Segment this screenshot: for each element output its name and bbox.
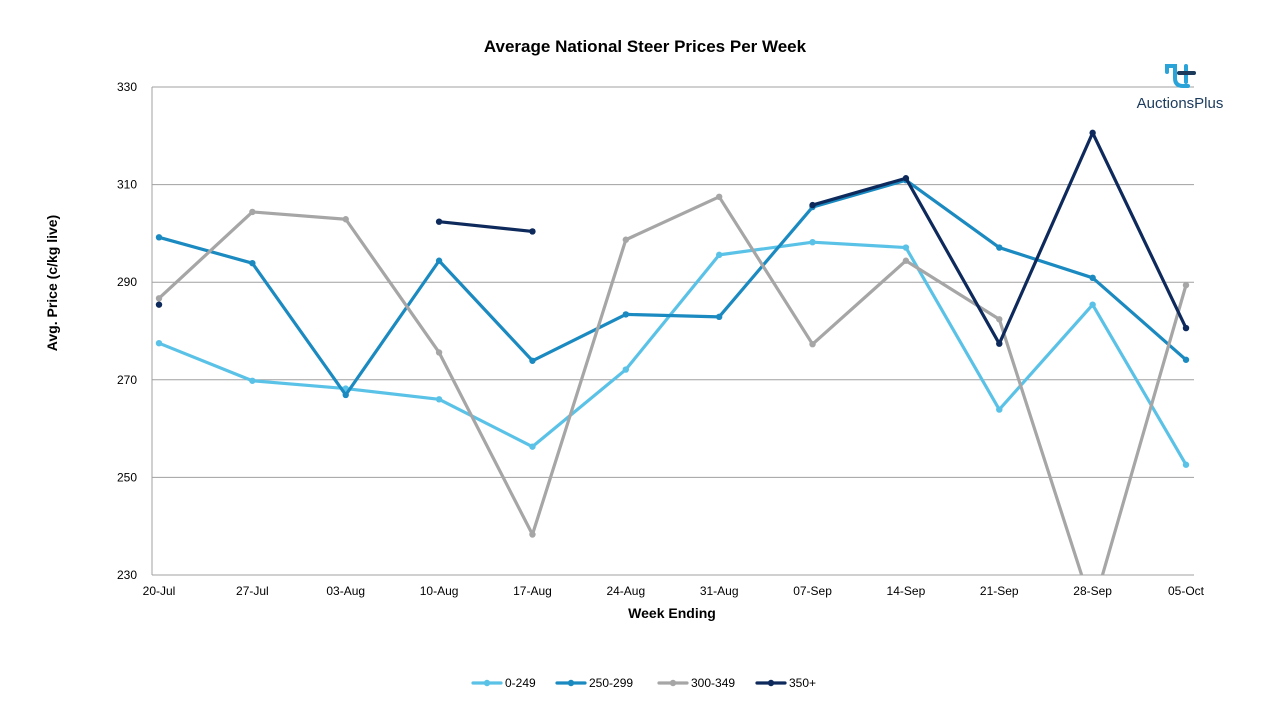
legend-marker [669, 679, 677, 687]
y-tick-label: 230 [117, 568, 137, 582]
data-point [155, 234, 163, 241]
x-tick-label: 07-Sep [793, 584, 832, 598]
legend-item: 300-349 [657, 676, 735, 690]
auctionsplus-logo-icon [1165, 64, 1196, 88]
data-point [529, 443, 536, 450]
x-tick-label: 05-Oct [1168, 584, 1205, 598]
brand-name: AuctionsPlus [1137, 95, 1224, 112]
data-point [1089, 129, 1096, 137]
series-350+ [155, 129, 1190, 347]
chart-title: Average National Steer Prices Per Week [484, 37, 807, 56]
series-300-349 [155, 193, 1190, 612]
x-tick-label: 24-Aug [606, 584, 645, 598]
data-point [1182, 281, 1190, 289]
legend-label: 0-249 [505, 676, 536, 690]
series-line [157, 195, 1188, 575]
legend-label: 250-299 [589, 676, 633, 690]
x-tick-label: 10-Aug [420, 584, 459, 598]
x-tick-label: 17-Aug [513, 584, 552, 598]
y-tick-label: 290 [117, 275, 137, 289]
legend: 0-249 250-299 300-349 350+ [471, 676, 816, 690]
gridlines [151, 86, 1194, 576]
data-point [902, 257, 910, 264]
data-point [529, 228, 536, 235]
data-point [809, 340, 816, 348]
data-point [1089, 274, 1096, 282]
y-tick-label: 330 [117, 80, 137, 94]
data-point [902, 244, 910, 251]
x-tick-label: 27-Jul [236, 584, 269, 598]
data-point [622, 311, 630, 318]
series-0-249 [155, 238, 1190, 468]
data-point [1089, 606, 1095, 612]
series-250-299 [155, 177, 1190, 399]
x-tick-label: 21-Sep [980, 584, 1019, 598]
y-tick-label: 310 [117, 178, 137, 192]
data-point [996, 244, 1003, 251]
legend-marker [767, 679, 775, 687]
series-line [157, 240, 1188, 467]
data-point [249, 259, 256, 267]
x-tick-label: 20-Jul [143, 584, 176, 598]
x-tick-label: 14-Sep [887, 584, 926, 598]
x-tick-label: 28-Sep [1073, 584, 1112, 598]
data-point [529, 531, 536, 538]
brand-logo: AuctionsPlus [1137, 64, 1224, 112]
legend-label: 350+ [789, 676, 816, 690]
data-point [435, 396, 443, 403]
data-point [1182, 356, 1190, 363]
data-point [1182, 461, 1190, 468]
data-point [809, 201, 816, 209]
series-line [157, 178, 1188, 397]
data-point [622, 236, 630, 243]
legend-label: 300-349 [691, 676, 735, 690]
data-point [249, 208, 256, 216]
data-point [622, 366, 630, 373]
data-point [715, 193, 723, 200]
data-point [155, 295, 163, 302]
series-line [437, 220, 535, 234]
data-point [996, 316, 1003, 323]
x-tick-label: 03-Aug [326, 584, 365, 598]
data-point [435, 349, 443, 356]
data-point [1182, 324, 1190, 332]
data-point [996, 340, 1003, 347]
y-tick-label: 250 [117, 470, 137, 484]
x-tick-label: 31-Aug [700, 584, 739, 598]
data-point [902, 175, 910, 182]
y-axis-ticks: 230 250 270 290 310 330 [117, 80, 137, 582]
x-axis-ticks: 20-Jul 27-Jul 03-Aug 10-Aug 17-Aug 24-Aug 31-A… [143, 584, 1205, 598]
y-tick-label: 270 [117, 373, 137, 387]
legend-item: 250-299 [555, 676, 633, 690]
legend-marker [567, 679, 575, 687]
x-axis-title: Week Ending [628, 605, 716, 621]
data-point [342, 216, 349, 223]
data-point [715, 313, 723, 321]
data-point [342, 391, 349, 399]
data-point [996, 406, 1003, 413]
data-point [435, 257, 443, 264]
legend-item: 0-249 [471, 676, 536, 690]
legend-marker [483, 679, 491, 687]
data-point [155, 301, 163, 308]
data-point [715, 251, 723, 259]
data-point [1089, 301, 1096, 308]
data-point [435, 218, 443, 225]
legend-item: 350+ [755, 676, 816, 690]
data-point [249, 377, 256, 384]
data-point [155, 340, 163, 347]
data-point [809, 238, 816, 246]
data-point [529, 357, 536, 364]
y-axis-title: Avg. Price (c/kg live) [44, 215, 60, 351]
series-layer [155, 129, 1190, 612]
